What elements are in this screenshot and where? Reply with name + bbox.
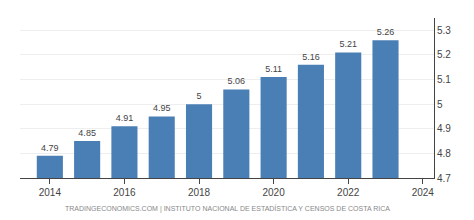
svg-text:5.1: 5.1 xyxy=(437,74,451,85)
svg-text:2024: 2024 xyxy=(412,187,435,198)
svg-text:2022: 2022 xyxy=(337,187,360,198)
svg-text:4.85: 4.85 xyxy=(78,128,96,138)
svg-text:2016: 2016 xyxy=(113,187,136,198)
svg-text:4.9: 4.9 xyxy=(437,123,451,134)
svg-text:4.91: 4.91 xyxy=(116,113,134,123)
svg-text:4.8: 4.8 xyxy=(437,148,451,159)
svg-text:5.21: 5.21 xyxy=(339,39,357,49)
svg-text:5.11: 5.11 xyxy=(265,64,282,74)
svg-text:4.79: 4.79 xyxy=(41,143,59,153)
svg-text:5: 5 xyxy=(437,99,443,110)
svg-text:4.95: 4.95 xyxy=(153,103,171,113)
svg-text:5.2: 5.2 xyxy=(437,49,451,60)
svg-text:4.7: 4.7 xyxy=(437,173,451,184)
svg-text:2014: 2014 xyxy=(39,187,62,198)
svg-text:2018: 2018 xyxy=(188,187,211,198)
svg-text:TRADINGECONOMICS.COM | INSTITU: TRADINGECONOMICS.COM | INSTITUTO NACIONA… xyxy=(65,204,390,213)
svg-text:2020: 2020 xyxy=(262,187,285,198)
svg-text:5.16: 5.16 xyxy=(302,52,320,62)
svg-text:5.3: 5.3 xyxy=(437,25,451,36)
svg-text:5: 5 xyxy=(197,91,202,101)
svg-text:5.26: 5.26 xyxy=(377,27,395,37)
svg-text:5.06: 5.06 xyxy=(228,76,246,86)
